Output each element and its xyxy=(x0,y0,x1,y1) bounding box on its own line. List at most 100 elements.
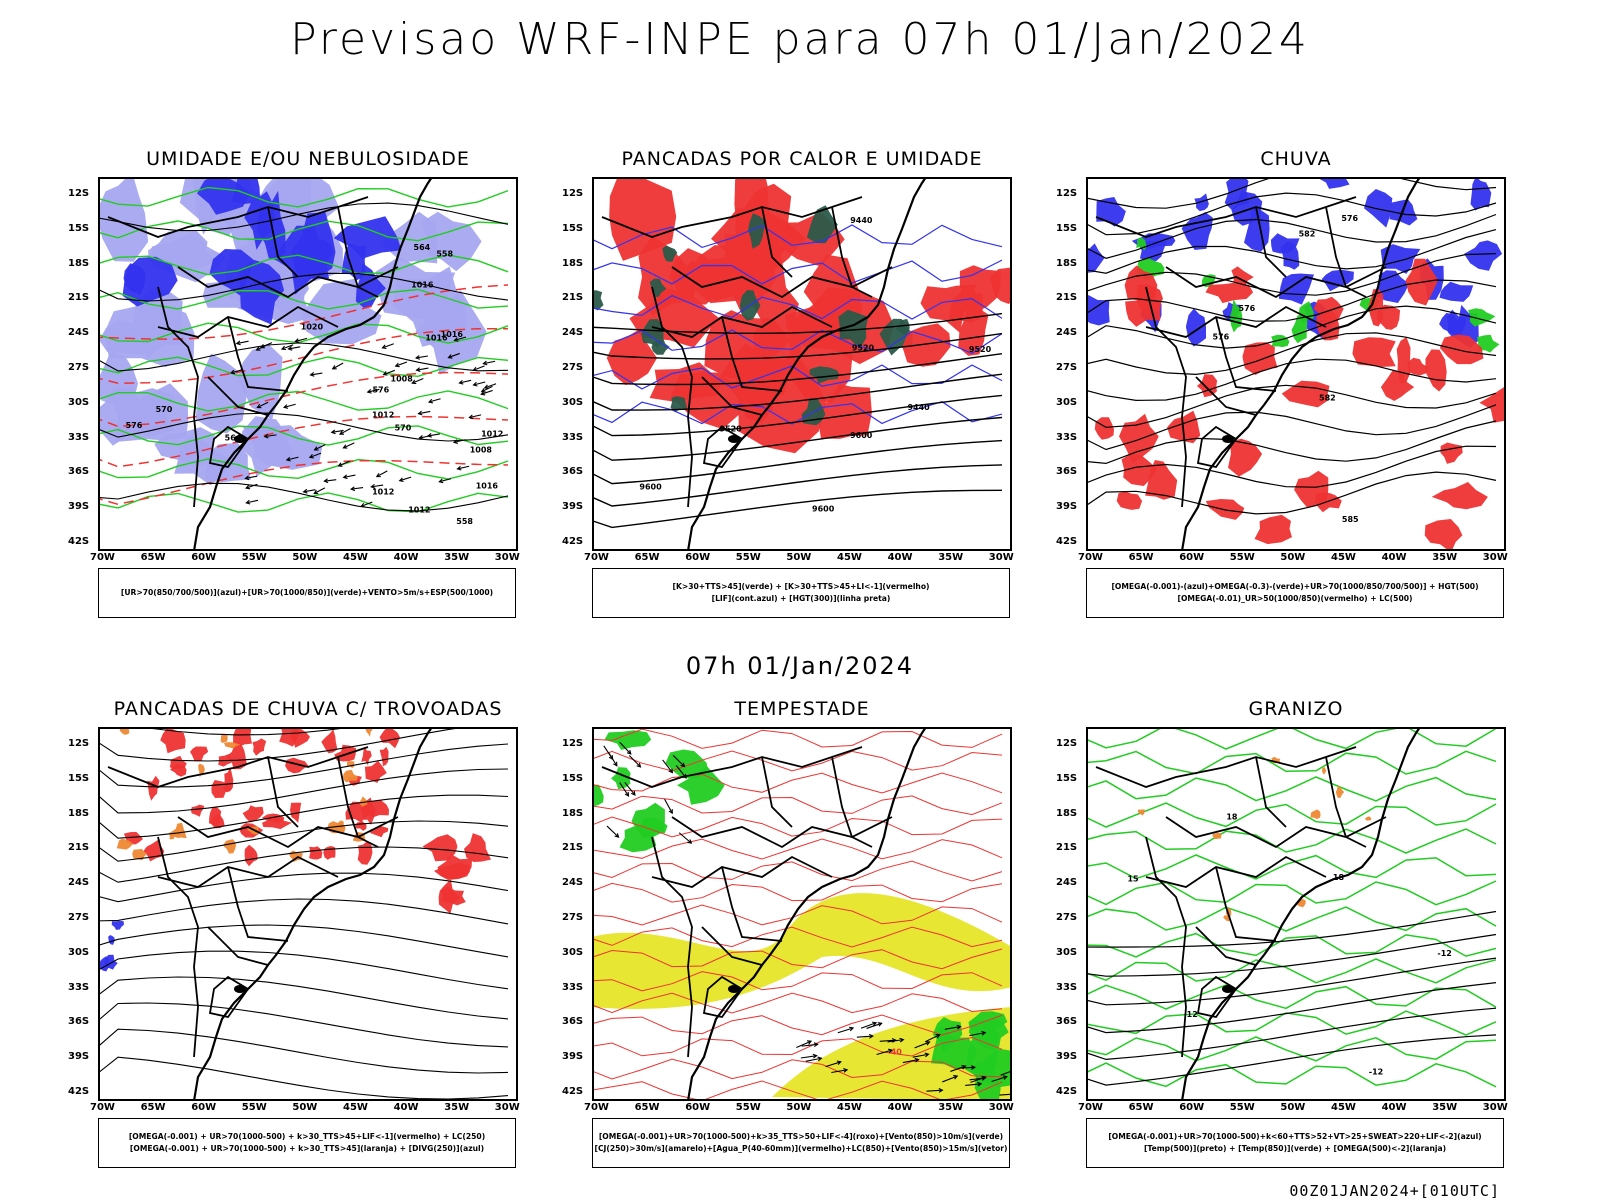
instability-area-green xyxy=(662,245,678,262)
contour-label: 1012 xyxy=(372,411,394,420)
omega-area-blue xyxy=(1319,177,1350,189)
rain-area-red xyxy=(1424,519,1463,551)
longitude-label: 35W xyxy=(938,552,964,563)
rain-area-red xyxy=(1380,369,1415,401)
latitude-label: 12S xyxy=(68,738,90,749)
political-border xyxy=(1215,316,1277,392)
wind-vector xyxy=(483,383,497,389)
rain-area-red xyxy=(1196,374,1218,398)
longitude-label: 70W xyxy=(1078,552,1103,563)
green-contour xyxy=(98,288,509,310)
contour-label: 1012 xyxy=(481,429,503,438)
streamline xyxy=(98,1056,509,1100)
wind-vector xyxy=(350,486,364,492)
legend-caption-box: [OMEGA(-0.001) + UR>70(1000-500) + k>30_… xyxy=(98,1118,516,1168)
streamline xyxy=(98,976,509,1020)
rain-area-red xyxy=(1368,289,1384,327)
wind-vector xyxy=(256,401,269,409)
latitude-label: 27S xyxy=(562,362,584,373)
wind-vector xyxy=(229,369,243,375)
storm-area-red xyxy=(209,807,222,827)
political-border xyxy=(337,756,379,848)
contour-label: 576 xyxy=(126,421,143,430)
streamline xyxy=(98,924,509,958)
panel-title: PANCADAS POR CALOR E UMIDADE xyxy=(621,148,983,170)
longitude-label: 35W xyxy=(1432,1102,1458,1113)
legend-caption-box: [K>30+TTS>45](verde) + [K>30+TTS>45+LI<-… xyxy=(592,568,1010,618)
latitude-label: 27S xyxy=(1056,912,1078,923)
storm-area-red xyxy=(233,727,252,747)
lif-contour xyxy=(592,329,1003,354)
storm-area-orange xyxy=(343,769,358,783)
green-contour xyxy=(98,390,509,412)
precipitable-water-contour xyxy=(592,1058,1003,1080)
latitude-label: 24S xyxy=(562,327,584,339)
wind-vector xyxy=(879,1038,897,1043)
longitude-label: 45W xyxy=(1331,1102,1356,1113)
wind-vector xyxy=(452,439,466,444)
political-border xyxy=(701,926,763,966)
legend-caption-box: [OMEGA(-0.001)-(azul)+OMEGA(-0.3)-(verde… xyxy=(1086,568,1504,618)
omega-area-blue xyxy=(1278,273,1314,305)
wind850-area-green xyxy=(631,802,665,839)
instability-area-red xyxy=(902,323,951,367)
omega-strong-area-green xyxy=(1468,308,1496,327)
storm-area-red xyxy=(357,841,373,865)
wind-vector xyxy=(244,475,258,481)
longitude-label: 45W xyxy=(343,1102,368,1113)
humidity-area-lavender xyxy=(104,304,195,367)
political-border xyxy=(1145,836,1187,1058)
contour-label: 1016 xyxy=(411,281,434,290)
latitude-label: 24S xyxy=(68,877,90,889)
latitude-label: 21S xyxy=(562,842,584,854)
run-info-footer: 00Z01JAN2024+[010UTC] xyxy=(1289,1182,1500,1200)
rain-area-red xyxy=(1121,453,1158,486)
thickness-contour xyxy=(98,415,509,468)
streamline xyxy=(98,727,469,762)
political-border xyxy=(1165,266,1387,299)
rain-area-red xyxy=(1228,438,1263,477)
page-title: Previsao WRF-INPE para 07h 01/Jan/2024 xyxy=(290,14,1310,65)
divergence-area-blue xyxy=(104,954,118,970)
political-border xyxy=(107,196,369,238)
political-border xyxy=(1325,756,1367,848)
wind-vector xyxy=(926,1087,944,1093)
wind-vector xyxy=(370,484,384,489)
wind-vector xyxy=(796,1040,813,1049)
thickness-contour xyxy=(98,371,509,428)
wind850-area-green xyxy=(968,1018,1009,1050)
hgt300-contour xyxy=(592,373,1003,411)
latitude-label: 39S xyxy=(1056,1051,1078,1063)
wind-vector xyxy=(606,825,620,838)
wind-vector xyxy=(415,367,429,372)
wind-vector xyxy=(664,798,673,815)
temp850-contour xyxy=(1086,984,1497,1010)
political-border xyxy=(1196,425,1237,469)
precipitable-water-contour xyxy=(592,750,1003,772)
longitude-label: 40W xyxy=(887,552,913,563)
wind-vector xyxy=(302,488,316,494)
storm-area-red xyxy=(242,805,264,823)
wind-vector xyxy=(245,499,259,505)
precipitable-water-contour xyxy=(592,1080,1003,1101)
hgt300-contour xyxy=(592,416,1003,461)
thickness-contour xyxy=(98,459,509,506)
wind-vector xyxy=(235,340,249,346)
storm-area-red xyxy=(361,746,372,766)
political-border xyxy=(337,206,379,298)
wind-vector xyxy=(411,377,424,385)
rain-area-red xyxy=(1254,514,1292,545)
green-contour xyxy=(98,186,509,208)
hgt500-contour xyxy=(1086,471,1497,515)
rain-area-red xyxy=(1094,417,1114,440)
omega-area-blue xyxy=(1194,193,1209,212)
green-contour xyxy=(98,425,509,446)
longitude-label: 65W xyxy=(1128,552,1154,563)
political-border xyxy=(651,286,693,508)
hgt500-contour xyxy=(1086,213,1497,259)
political-border xyxy=(157,305,339,338)
longitude-label: 35W xyxy=(444,552,470,563)
longitude-label: 50W xyxy=(786,552,812,563)
temp850-contour xyxy=(1086,906,1497,932)
hgt500-contour xyxy=(1086,229,1497,274)
